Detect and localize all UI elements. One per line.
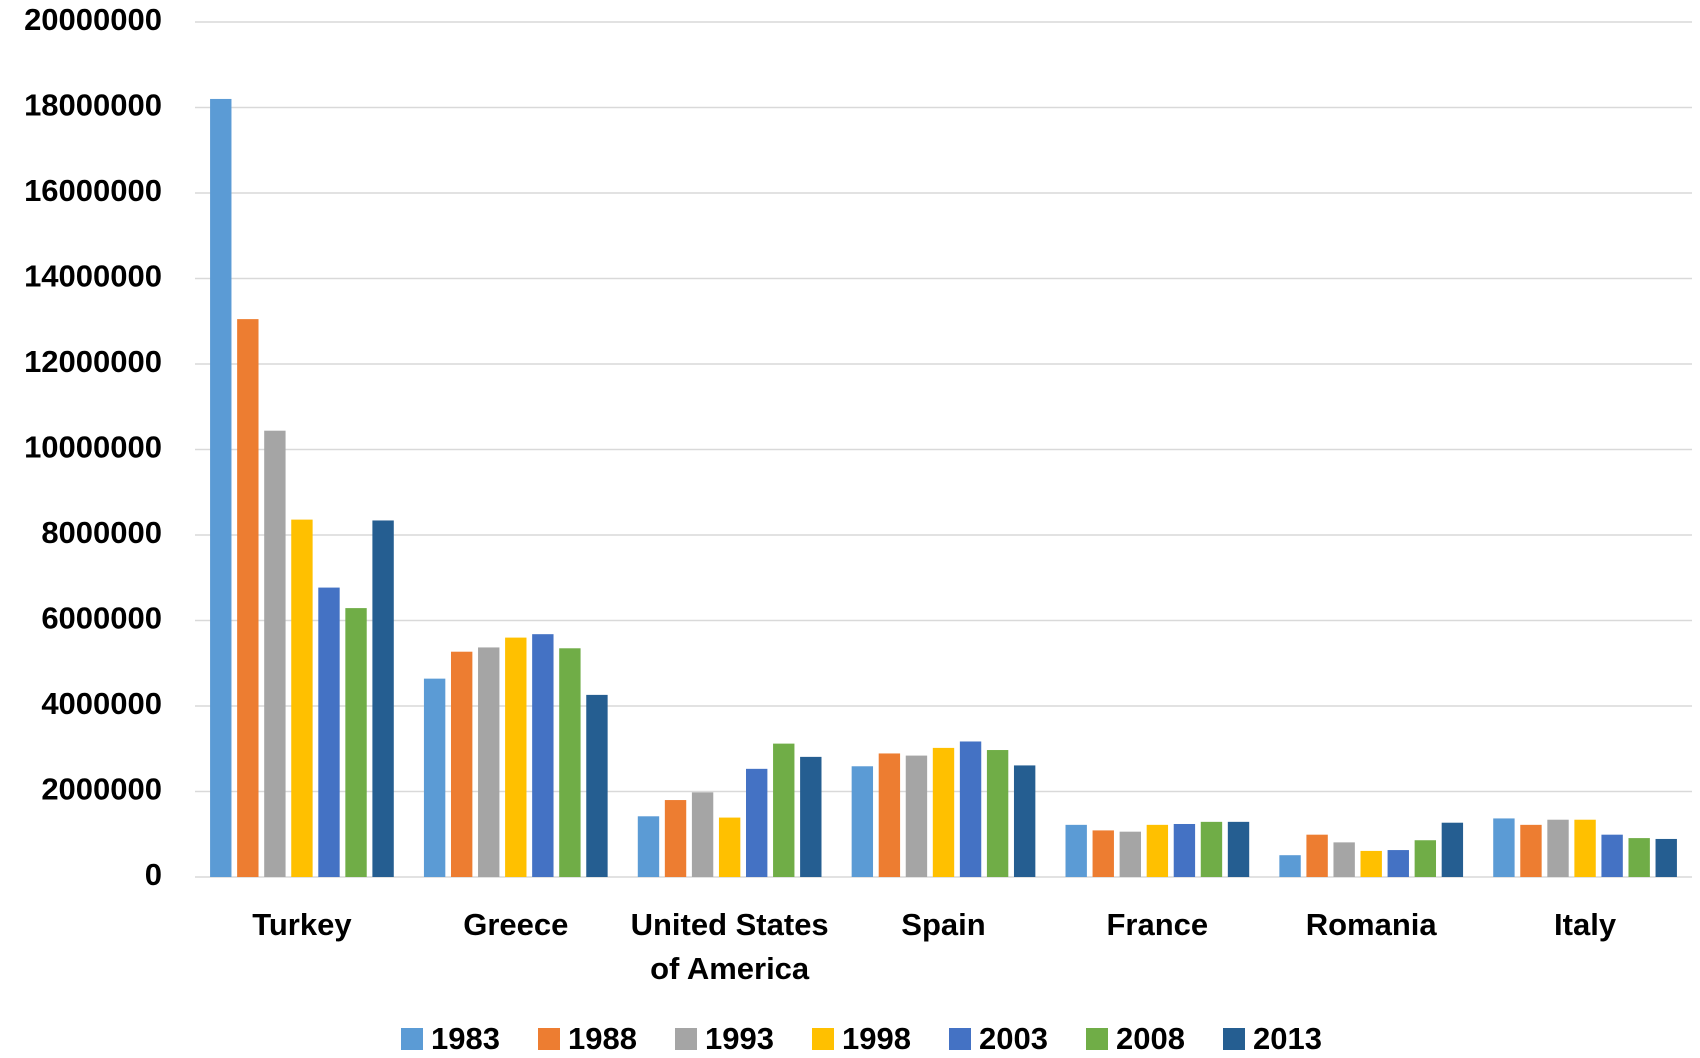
bar [1493, 818, 1515, 877]
bar [372, 520, 394, 877]
bar [746, 768, 768, 877]
x-tick-label: Turkey [252, 907, 352, 942]
bar [345, 608, 367, 877]
legend-swatch [1223, 1028, 1245, 1050]
bar [237, 319, 259, 877]
bar [1574, 819, 1596, 877]
bar [773, 743, 795, 877]
bar [986, 750, 1009, 877]
legend-label: 1998 [842, 1021, 911, 1056]
x-tick-label: Greece [463, 907, 569, 942]
bar [905, 755, 928, 877]
bar [450, 651, 473, 877]
bar [423, 678, 446, 877]
bar [210, 98, 232, 877]
bar [878, 753, 901, 877]
bar [1601, 834, 1623, 877]
x-tick-label: Spain [901, 907, 986, 942]
bar [800, 756, 822, 877]
bar [559, 648, 581, 877]
y-tick-label: 10000000 [24, 430, 162, 465]
bar [1146, 824, 1169, 877]
bar [718, 817, 741, 877]
x-tick-label: United States of America [630, 907, 829, 986]
legend-swatch [401, 1028, 423, 1050]
bar [664, 800, 687, 877]
x-tick-label: Italy [1554, 907, 1617, 942]
x-tick-label: France [1106, 907, 1209, 942]
bar [1173, 823, 1196, 877]
y-tick-label: 16000000 [24, 173, 162, 208]
bar [478, 647, 500, 877]
bar [1628, 838, 1650, 877]
bar [1013, 765, 1036, 877]
y-tick-label: 14000000 [24, 259, 162, 294]
bar [586, 694, 608, 877]
legend-swatch [1086, 1028, 1108, 1050]
bar [1441, 822, 1464, 877]
y-tick-label: 6000000 [41, 601, 162, 636]
legend-label: 1993 [705, 1021, 774, 1056]
legend-label: 1983 [431, 1021, 500, 1056]
y-tick-label: 18000000 [24, 88, 162, 123]
legend-label: 2003 [979, 1021, 1048, 1056]
legend-swatch [949, 1028, 971, 1050]
bar [932, 747, 955, 877]
bar [691, 792, 714, 877]
legend-swatch [812, 1028, 834, 1050]
bar [1065, 824, 1087, 877]
legend-swatch [675, 1028, 697, 1050]
y-tick-label: 4000000 [41, 686, 162, 721]
bar [959, 741, 982, 877]
bar [1092, 830, 1114, 877]
bar [1119, 831, 1141, 877]
legend-label: 1988 [568, 1021, 637, 1056]
y-tick-label: 2000000 [41, 772, 162, 807]
bar [1200, 821, 1223, 877]
bar [505, 637, 527, 877]
bar [291, 519, 313, 877]
bar [637, 816, 660, 877]
y-tick-label: 0 [145, 857, 162, 892]
bar [1414, 840, 1437, 877]
bar [1227, 821, 1250, 877]
legend-label: 2013 [1253, 1021, 1322, 1056]
y-tick-label: 12000000 [24, 344, 162, 379]
bar [1655, 838, 1677, 877]
y-tick-label: 8000000 [41, 515, 162, 550]
bar [318, 587, 340, 877]
bar [1279, 855, 1301, 877]
bar [1387, 850, 1409, 877]
bar [264, 430, 286, 877]
bar [851, 766, 874, 877]
x-tick-label: Romania [1305, 907, 1437, 942]
bar [1306, 834, 1328, 877]
bar [532, 634, 554, 877]
bar [1520, 824, 1542, 877]
bar [1360, 850, 1382, 877]
legend-label: 2008 [1116, 1021, 1185, 1056]
bar [1547, 819, 1569, 877]
legend-swatch [538, 1028, 560, 1050]
y-tick-label: 20000000 [24, 2, 162, 37]
bar [1333, 842, 1355, 877]
